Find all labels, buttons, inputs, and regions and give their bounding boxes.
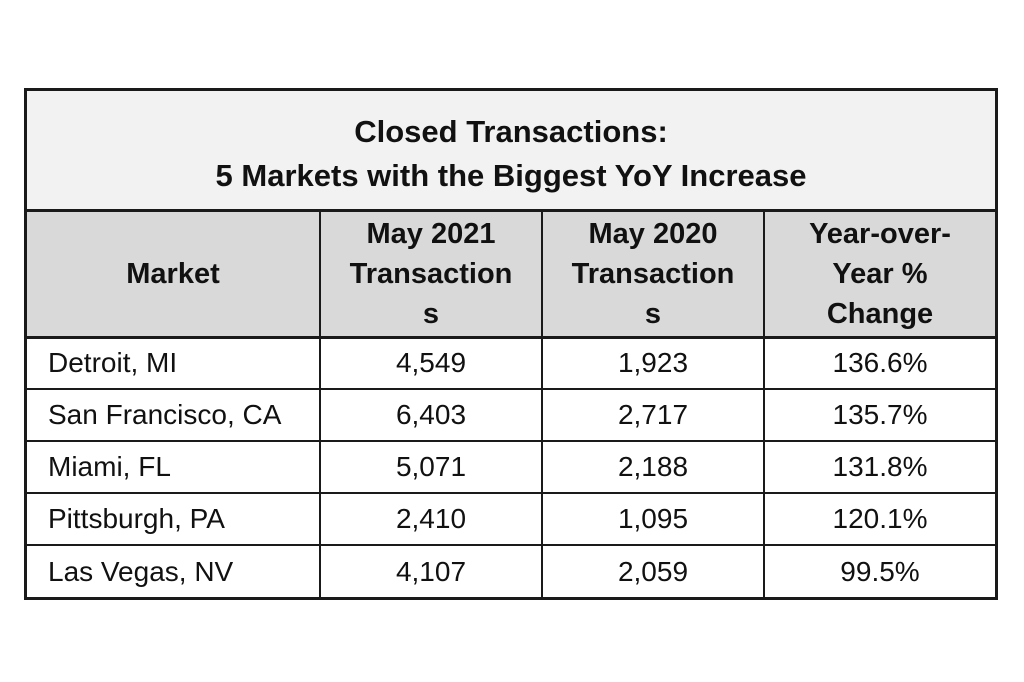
table-row: Pittsburgh, PA 2,410 1,095 120.1% [27,493,995,546]
header-may-2020: May 2020 Transaction s [542,212,765,339]
cell-yoy-change: 131.8% [764,441,995,494]
transactions-table: Market May 2021 Transaction s May 2020 T… [27,212,995,597]
header-yoy-change: Year-over- Year % Change [764,212,995,339]
table-row: Detroit, MI 4,549 1,923 136.6% [27,337,995,390]
table-row: Las Vegas, NV 4,107 2,059 99.5% [27,545,995,597]
cell-may-2020: 2,059 [542,545,765,597]
cell-yoy-change: 136.6% [764,337,995,390]
cell-yoy-change: 135.7% [764,389,995,442]
cell-market: Pittsburgh, PA [27,493,321,546]
cell-may-2021: 6,403 [320,389,543,442]
cell-may-2021: 2,410 [320,493,543,546]
table-title-line-1: Closed Transactions: [354,114,668,149]
cell-market: Detroit, MI [27,337,321,390]
cell-may-2020: 2,717 [542,389,765,442]
cell-may-2020: 1,923 [542,337,765,390]
cell-market: San Francisco, CA [27,389,321,442]
cell-may-2021: 4,107 [320,545,543,597]
cell-market: Miami, FL [27,441,321,494]
table-title: Closed Transactions: 5 Markets with the … [27,91,995,212]
table-row: San Francisco, CA 6,403 2,717 135.7% [27,389,995,442]
header-market: Market [27,212,321,339]
cell-may-2020: 2,188 [542,441,765,494]
cell-yoy-change: 120.1% [764,493,995,546]
cell-may-2020: 1,095 [542,493,765,546]
table-row: Miami, FL 5,071 2,188 131.8% [27,441,995,494]
header-row: Market May 2021 Transaction s May 2020 T… [27,212,995,339]
cell-yoy-change: 99.5% [840,555,920,587]
header-may-2021: May 2021 Transaction s [320,212,543,339]
cell-market: Las Vegas, NV [27,545,321,597]
cell-may-2021: 5,071 [320,441,543,494]
table-title-line-2: 5 Markets with the Biggest YoY Increase [215,158,807,193]
transactions-table-container: Closed Transactions: 5 Markets with the … [24,88,998,600]
cell-may-2021: 4,549 [320,337,543,390]
